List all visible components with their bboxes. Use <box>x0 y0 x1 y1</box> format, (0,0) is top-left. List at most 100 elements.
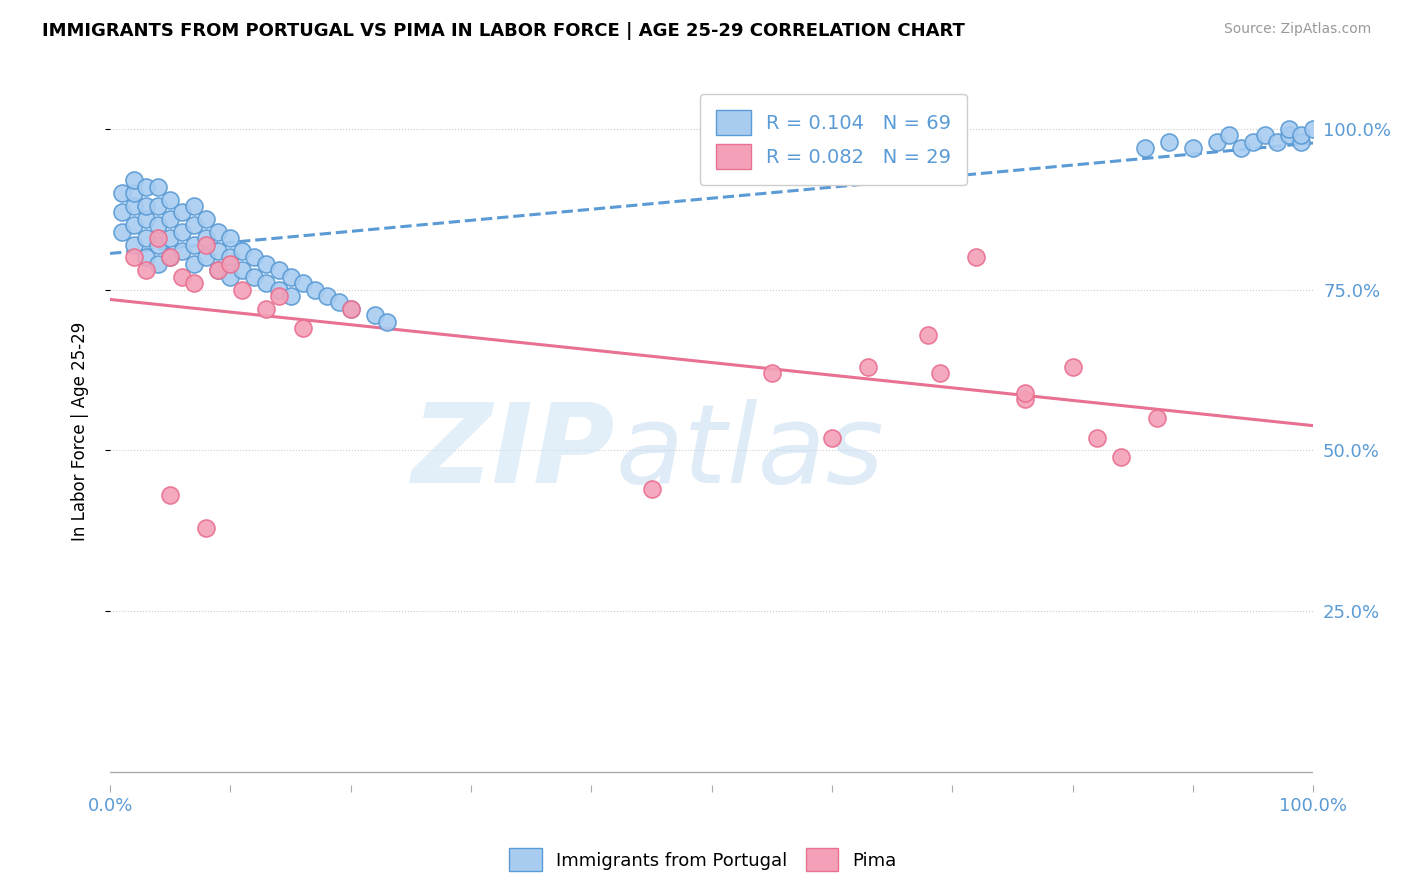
Point <box>304 283 326 297</box>
Point <box>1289 128 1312 143</box>
Legend: Immigrants from Portugal, Pima: Immigrants from Portugal, Pima <box>502 841 904 879</box>
Point <box>183 237 205 252</box>
Text: IMMIGRANTS FROM PORTUGAL VS PIMA IN LABOR FORCE | AGE 25-29 CORRELATION CHART: IMMIGRANTS FROM PORTUGAL VS PIMA IN LABO… <box>42 22 965 40</box>
Point <box>195 237 218 252</box>
Point <box>207 225 229 239</box>
Point <box>148 219 170 233</box>
Point <box>965 251 987 265</box>
Point <box>1289 135 1312 149</box>
Point <box>243 269 266 284</box>
Point <box>267 263 290 277</box>
Point <box>917 327 939 342</box>
Point <box>315 289 337 303</box>
Point <box>207 263 229 277</box>
Point <box>219 257 242 271</box>
Point <box>1302 121 1324 136</box>
Point <box>122 173 145 187</box>
Point <box>183 219 205 233</box>
Point <box>821 431 844 445</box>
Point <box>761 366 783 380</box>
Point <box>375 315 398 329</box>
Point <box>219 269 242 284</box>
Point <box>856 359 879 374</box>
Point <box>1254 128 1277 143</box>
Point <box>122 237 145 252</box>
Point <box>1062 359 1084 374</box>
Point <box>256 301 278 316</box>
Point <box>111 225 134 239</box>
Point <box>183 199 205 213</box>
Point <box>1181 141 1204 155</box>
Point <box>219 231 242 245</box>
Point <box>291 276 314 290</box>
Point <box>172 244 194 258</box>
Point <box>195 520 218 534</box>
Point <box>256 257 278 271</box>
Point <box>172 205 194 219</box>
Text: ZIP: ZIP <box>412 399 616 506</box>
Point <box>364 309 387 323</box>
Point <box>195 231 218 245</box>
Point <box>280 289 302 303</box>
Point <box>256 276 278 290</box>
Point <box>1230 141 1253 155</box>
Point <box>339 301 361 316</box>
Point <box>135 199 157 213</box>
Point <box>280 269 302 284</box>
Point <box>243 251 266 265</box>
Point <box>148 199 170 213</box>
Point <box>111 186 134 201</box>
Point <box>1109 450 1132 464</box>
Point <box>135 231 157 245</box>
Point <box>135 211 157 226</box>
Point <box>1218 128 1240 143</box>
Point <box>1146 411 1168 425</box>
Point <box>135 263 157 277</box>
Point <box>172 225 194 239</box>
Point <box>1157 135 1180 149</box>
Point <box>148 237 170 252</box>
Point <box>159 251 181 265</box>
Point <box>328 295 350 310</box>
Point <box>231 263 253 277</box>
Legend: R = 0.104   N = 69, R = 0.082   N = 29: R = 0.104 N = 69, R = 0.082 N = 29 <box>700 95 967 185</box>
Point <box>207 263 229 277</box>
Point <box>219 251 242 265</box>
Point <box>1278 128 1301 143</box>
Point <box>148 179 170 194</box>
Point <box>195 211 218 226</box>
Point <box>122 186 145 201</box>
Point <box>291 321 314 335</box>
Text: Source: ZipAtlas.com: Source: ZipAtlas.com <box>1223 22 1371 37</box>
Point <box>111 205 134 219</box>
Point <box>122 251 145 265</box>
Point <box>267 283 290 297</box>
Text: atlas: atlas <box>616 399 884 506</box>
Point <box>929 366 952 380</box>
Point <box>1014 392 1036 406</box>
Point <box>339 301 361 316</box>
Point <box>1265 135 1288 149</box>
Point <box>159 211 181 226</box>
Point <box>122 219 145 233</box>
Point <box>1241 135 1264 149</box>
Point <box>135 251 157 265</box>
Point <box>135 179 157 194</box>
Point <box>1278 121 1301 136</box>
Point <box>159 251 181 265</box>
Point <box>640 482 662 496</box>
Point <box>231 283 253 297</box>
Point <box>1133 141 1156 155</box>
Point <box>1206 135 1229 149</box>
Point <box>183 257 205 271</box>
Point <box>148 231 170 245</box>
Point <box>122 199 145 213</box>
Point <box>159 488 181 502</box>
Point <box>195 251 218 265</box>
Point <box>172 269 194 284</box>
Point <box>159 193 181 207</box>
Y-axis label: In Labor Force | Age 25-29: In Labor Force | Age 25-29 <box>72 321 89 541</box>
Point <box>1014 385 1036 400</box>
Point <box>267 289 290 303</box>
Point <box>183 276 205 290</box>
